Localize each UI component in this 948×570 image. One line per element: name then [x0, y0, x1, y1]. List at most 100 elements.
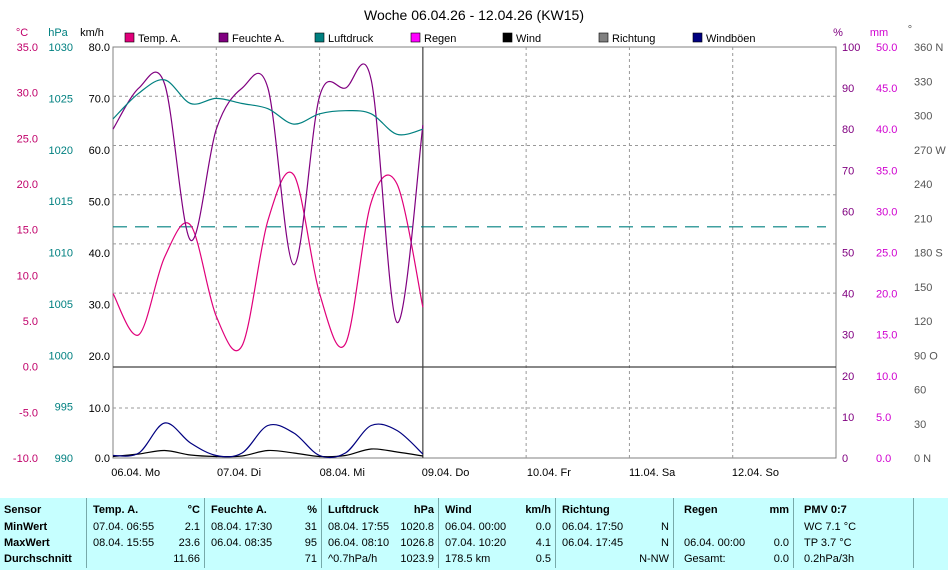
legend: Temp. A. Feuchte A. Luftdruck Regen Wind Rich… [124, 32, 756, 45]
wind-unit: km/h [525, 504, 551, 516]
rain-tick-label: 50.0 [876, 42, 897, 54]
temp-max-val: 23.6 [178, 537, 200, 549]
pressure-tick-label: 1010 [49, 248, 73, 260]
x-tick-label: 07.04. Di [217, 467, 261, 479]
wind-tick-label: 40.0 [89, 248, 110, 260]
legend-label-regen: Regen [424, 33, 456, 45]
humidity-header: Feuchte A. [211, 504, 267, 516]
direction-avg-val: N-NW [639, 553, 669, 565]
humidity-tick-label: 100 [842, 42, 860, 54]
rain-avg-val: 0.0 [773, 553, 789, 565]
pmv-header: PMV 0:7 [804, 504, 847, 516]
temp-min-val: 2.1 [184, 521, 200, 533]
temp-tick-label: 5.0 [23, 316, 38, 328]
humidity-tick-label: 0 [842, 453, 848, 465]
wind-tick-label: 20.0 [89, 351, 110, 363]
direction-tick-label: 0 N [914, 453, 931, 465]
temp-tick-label: 10.0 [17, 270, 38, 282]
direction-tick-label: 60 [914, 385, 926, 397]
direction-tick-label: 240 [914, 179, 932, 191]
stats-direction-col: Richtung 06.04. 17:50 N 06.04. 17:45 N N-N… [558, 498, 674, 568]
wind-tick-label: 60.0 [89, 145, 110, 157]
wind-tick-label: 70.0 [89, 94, 110, 106]
chart-title: Woche 06.04.26 - 12.04.26 (KW15) [364, 7, 584, 23]
wind-avg-val: 0.5 [535, 553, 551, 565]
pressure-avg-text: ^0.7hPa/h [328, 553, 378, 565]
plot-frame [112, 46, 837, 459]
rain-tick-label: 0.0 [876, 453, 891, 465]
pressure-tick-label: 1000 [49, 350, 73, 362]
pressure-avg-val: 1023.9 [400, 553, 434, 565]
rain-unit-label: mm [870, 27, 888, 39]
humidity-min-val: 31 [304, 521, 317, 533]
direction-tick-label: 120 [914, 316, 932, 328]
pressure-max-val: 1026.8 [400, 537, 434, 549]
temp-tick-label: 15.0 [17, 225, 38, 237]
rain-tick-label: 5.0 [876, 412, 891, 424]
rain-tick-label: 10.0 [876, 371, 897, 383]
wind-header: Wind [445, 504, 472, 516]
series-line-luftdruck [112, 79, 424, 136]
humidity-min-time: 08.04. 17:30 [211, 521, 273, 533]
temp-unit: °C [187, 504, 200, 516]
direction-tick-label: 90 O [914, 350, 938, 362]
direction-tick-label: 270 W [914, 145, 946, 157]
temp-header: Temp. A. [93, 504, 139, 516]
humidity-max-val: 95 [304, 537, 317, 549]
x-tick-label: 11.04. Sa [629, 467, 676, 479]
pressure-min-time: 08.04. 17:55 [328, 521, 390, 533]
stats-pressure-col: Luftdruck hPa 08.04. 17:55 1020.8 06.04. 0… [324, 498, 439, 568]
pressure-max-time: 06.04. 08:10 [328, 537, 390, 549]
legend-swatch-luftdruck [314, 32, 325, 43]
rain-tick-label: 25.0 [876, 248, 897, 260]
humidity-unit: % [307, 504, 317, 516]
humidity-tick-label: 30 [842, 330, 854, 342]
temp-max-time: 08.04. 15:55 [93, 537, 155, 549]
wind-unit-label: km/h [80, 27, 104, 39]
stats-wind-col: Wind km/h 06.04. 00:00 0.0 07.04. 10:20 4.1… [441, 498, 556, 568]
legend-label-temp-a: Temp. A. [138, 33, 181, 45]
series-line-feuchte-a [112, 63, 424, 324]
humidity-unit-label: % [833, 27, 843, 39]
direction-tick-label: 30 [914, 419, 926, 431]
stats-empty-col [916, 498, 948, 568]
pressure-tick-label: 1020 [49, 145, 73, 157]
legend-label-windb-en: Windböen [706, 33, 756, 45]
humidity-max-time: 06.04. 08:35 [211, 537, 273, 549]
weather-chart: Woche 06.04.26 - 12.04.26 (KW15) °C hPa km… [13, 7, 946, 479]
pressure-header: Luftdruck [328, 504, 379, 516]
humidity-tick-label: 10 [842, 412, 854, 424]
wind-tick-label: 30.0 [89, 300, 110, 312]
direction-tick-label: 150 [914, 282, 932, 294]
wind-tick-label: 50.0 [89, 197, 110, 209]
pmv-wc: WC 7.1 °C [804, 521, 857, 533]
rain-tick-label: 45.0 [876, 83, 897, 95]
stats-panel: Sensor MinWert MaxWert Durchschnitt Temp… [0, 498, 948, 570]
legend-label-wind: Wind [516, 33, 541, 45]
wind-tick-label: 80.0 [89, 42, 110, 54]
stats-pmv-col: PMV 0:7 WC 7.1 °C TP 3.7 °C 0.2hPa/3h [796, 498, 914, 568]
rain-max-val: 0.0 [773, 537, 789, 549]
rain-tick-label: 20.0 [876, 289, 897, 301]
wind-max-val: 4.1 [535, 537, 551, 549]
pressure-tick-label: 1015 [49, 196, 73, 208]
wind-tick-label: 10.0 [89, 403, 110, 415]
temp-tick-label: -5.0 [19, 407, 38, 419]
direction-max-time: 06.04. 17:45 [562, 537, 624, 549]
temp-avg-val: 11.66 [173, 553, 200, 565]
rain-unit: mm [769, 504, 789, 516]
direction-min-val: N [661, 521, 669, 533]
pressure-tick-label: 995 [55, 402, 73, 414]
stats-humidity-col: Feuchte A.% 08.04. 17:30 31 06.04. 08:35 9… [207, 498, 322, 568]
rain-avg-text: Gesamt: [684, 553, 726, 565]
temp-min-time: 07.04. 06:55 [93, 521, 155, 533]
series-line-wind [112, 448, 423, 458]
pressure-min-val: 1020.8 [400, 521, 434, 533]
row-label-avg: Durchschnitt [4, 553, 72, 565]
pressure-unit-label: hPa [48, 27, 68, 39]
wind-tick-label: 0.0 [95, 453, 110, 465]
stats-temp-col: Temp. A. °C 07.04. 06:55 2.1 08.04. 15:55 2… [89, 498, 205, 568]
direction-max-val: N [661, 537, 669, 549]
legend-swatch-regen [410, 32, 421, 43]
temp-tick-label: 30.0 [17, 88, 38, 100]
